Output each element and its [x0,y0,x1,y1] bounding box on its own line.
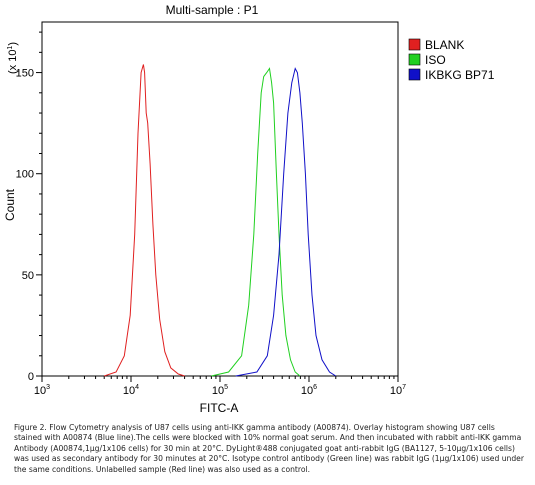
x-axis-label: FITC-A [200,401,239,415]
y-tick-label: 150 [16,68,34,80]
plot-frame [41,21,399,377]
series-line-0 [104,64,185,377]
chart-title: Multi-sample : P1 [166,3,259,17]
legend-label-0: BLANK [425,38,464,52]
axes: 103 104 105 106 107 0 50 100 150 [16,21,406,397]
y-tick-label: 50 [22,270,34,282]
plot-area [104,64,337,377]
flow-cytometry-histogram: Multi-sample : P1 (x 101) Count 103 104 10… [3,3,495,415]
x-tick-label: 103 [34,384,50,397]
figure-caption: Figure 2. Flow Cytometry analysis of U87… [14,423,524,474]
x-tick-label: 104 [123,384,139,397]
y-tick-label: 100 [16,169,34,181]
x-tick-label: 107 [390,384,406,397]
legend-swatch-0 [408,38,421,51]
series-line-2 [235,67,337,377]
series-line-1 [211,67,301,377]
y-tick-label: 0 [28,371,34,383]
legend-swatch-2 [408,68,421,81]
x-tick-label: 105 [212,384,228,397]
legend-swatch-1 [408,53,421,66]
legend-label-2: IKBKG BP71 [425,68,495,82]
y-multiplier-label: (x 101) [7,42,19,74]
y-axis-label: Count [3,188,17,221]
legend-label-1: ISO [425,53,446,67]
x-tick-label: 106 [301,384,317,397]
